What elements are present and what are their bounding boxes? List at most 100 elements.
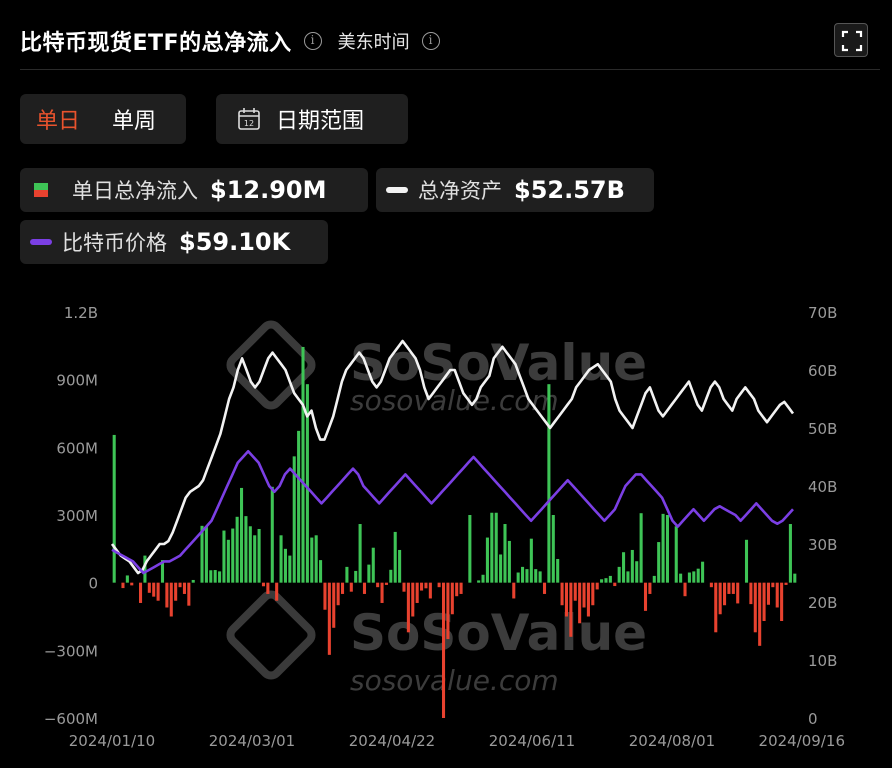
inflow-bar bbox=[701, 561, 705, 583]
inflow-bar bbox=[393, 531, 397, 583]
inflow-bar bbox=[125, 575, 129, 583]
inflow-bar bbox=[723, 582, 727, 606]
right-tick-label: 10B bbox=[808, 652, 837, 670]
inflow-bar bbox=[556, 558, 560, 583]
tab-weekly[interactable]: 单周 bbox=[112, 109, 157, 134]
inflow-bar bbox=[261, 582, 266, 587]
inflow-bar bbox=[240, 487, 244, 583]
inflow-bar bbox=[626, 571, 630, 583]
x-axis: 2024/01/10 2024/03/01 2024/04/22 2024/06/11… bbox=[69, 732, 845, 750]
inflow-bar bbox=[253, 535, 257, 583]
inflow-bar bbox=[362, 582, 367, 594]
inflow-bar bbox=[354, 570, 358, 583]
calendar-icon: 12 bbox=[238, 108, 260, 130]
inflow-bar bbox=[744, 539, 749, 583]
inflow-bar bbox=[222, 530, 226, 583]
inflow-bar bbox=[564, 582, 568, 617]
inflow-bar bbox=[547, 384, 551, 583]
inflow-bar bbox=[283, 548, 287, 583]
inflow-bar bbox=[139, 582, 143, 603]
inflow-bar bbox=[534, 569, 538, 583]
inflow-bar bbox=[358, 524, 362, 583]
inflow-bar bbox=[591, 582, 595, 606]
right-tick-label: 20B bbox=[808, 594, 837, 612]
inflow-bar bbox=[301, 346, 305, 583]
inflow-bar bbox=[784, 582, 788, 585]
inflow-bar bbox=[266, 582, 270, 594]
x-tick-label: 2024/04/22 bbox=[349, 732, 435, 750]
inflow-bar bbox=[292, 456, 296, 583]
left-tick-label: 900M bbox=[56, 372, 98, 390]
legend-total-assets-value: $52.57B bbox=[514, 176, 625, 204]
header-divider bbox=[20, 69, 880, 70]
inflow-bar bbox=[731, 582, 735, 594]
left-tick-label: 1.2B bbox=[64, 304, 98, 322]
inflow-bar bbox=[384, 582, 388, 585]
inflow-bar bbox=[121, 582, 125, 589]
inflow-bar bbox=[376, 582, 380, 588]
inflow-bar bbox=[143, 555, 147, 583]
legend-daily-inflow[interactable]: 单日总净流入 $12.90M bbox=[20, 168, 368, 212]
inflow-bar bbox=[630, 549, 634, 583]
inflow-bar bbox=[635, 561, 639, 583]
header: 比特币现货ETF的总净流入 i 美东时间 i bbox=[20, 23, 880, 57]
date-range-label: 日期范围 bbox=[276, 109, 365, 134]
inflow-bar bbox=[477, 580, 481, 583]
inflow-bar bbox=[586, 582, 590, 617]
inflow-bar bbox=[643, 582, 648, 611]
right-tick-label: 30B bbox=[808, 536, 837, 554]
inflow-bar bbox=[204, 526, 208, 583]
inflow-bar bbox=[560, 582, 564, 606]
legend-daily-inflow-label: 单日总净流入 bbox=[72, 179, 198, 203]
inflow-bar bbox=[340, 582, 345, 594]
date-range-button[interactable]: 12 日期范围 bbox=[216, 94, 408, 144]
right-axis: 70B 60B 50B 40B 30B 20B 10B 0 bbox=[808, 304, 837, 728]
purple-line-swatch-icon bbox=[30, 239, 52, 245]
right-tick-label: 40B bbox=[808, 478, 837, 496]
right-tick-label: 70B bbox=[808, 304, 837, 322]
inflow-bar bbox=[736, 582, 740, 604]
inflow-bar bbox=[209, 570, 213, 583]
inflow-bar bbox=[226, 539, 230, 583]
tab-daily[interactable]: 单日 bbox=[36, 109, 81, 134]
left-tick-label: 0 bbox=[88, 575, 98, 593]
legend-btc-price[interactable]: 比特币价格 $59.10K bbox=[20, 220, 328, 264]
watermark-brand: SoSoValue bbox=[350, 604, 647, 662]
inflow-bar bbox=[187, 582, 191, 606]
fullscreen-button[interactable] bbox=[834, 23, 868, 57]
period-toggle: 单日 单周 bbox=[20, 94, 186, 144]
inflow-bar bbox=[551, 515, 555, 583]
inflow-bar bbox=[305, 384, 309, 583]
inflow-bar bbox=[450, 582, 454, 615]
left-tick-label: 600M bbox=[56, 439, 98, 457]
inflow-bar bbox=[327, 582, 331, 655]
inflow-bar bbox=[420, 582, 424, 591]
inflow-bar bbox=[244, 516, 248, 583]
inflow-bar bbox=[398, 549, 402, 583]
inflow-bar bbox=[542, 582, 547, 594]
inflow-bar bbox=[402, 582, 406, 592]
inflow-bar bbox=[257, 528, 261, 583]
inflow-bar bbox=[270, 486, 274, 583]
left-tick-label: −600M bbox=[44, 710, 98, 728]
timezone-info-icon[interactable]: i bbox=[421, 32, 440, 50]
inflow-bar bbox=[573, 582, 577, 601]
inflow-bar bbox=[595, 582, 599, 590]
inflow-bar bbox=[679, 573, 683, 583]
legend-total-assets[interactable]: 总净资产 $52.57B bbox=[376, 168, 654, 212]
inflow-bar bbox=[319, 560, 323, 583]
inflow-bar bbox=[459, 582, 463, 594]
right-tick-label: 60B bbox=[808, 362, 837, 380]
inflow-bar bbox=[494, 512, 498, 583]
info-icon[interactable]: i bbox=[303, 32, 322, 50]
inflow-bar bbox=[516, 572, 520, 583]
inflow-bar bbox=[696, 568, 700, 583]
inflow-bar bbox=[191, 579, 195, 583]
inflow-bar bbox=[275, 582, 279, 601]
watermark-mark-icon bbox=[226, 590, 316, 680]
inflow-bar bbox=[297, 430, 301, 583]
